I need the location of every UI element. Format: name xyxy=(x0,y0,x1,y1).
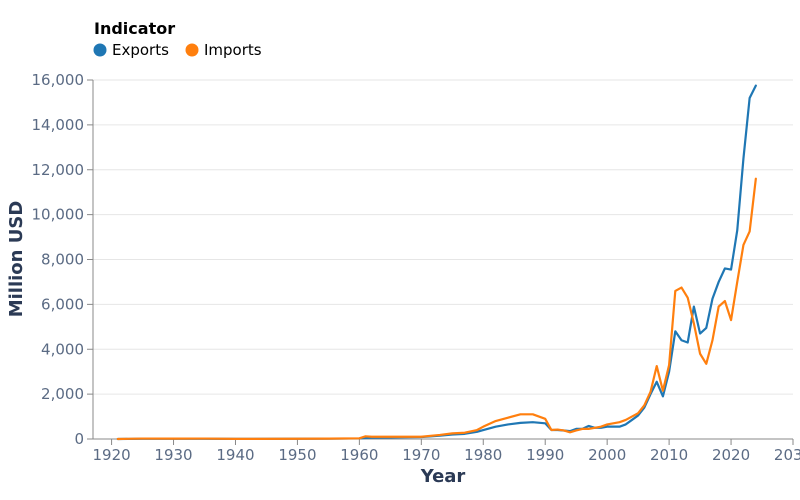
y-tick-label: 14,000 xyxy=(32,116,85,134)
x-tick-label: 1960 xyxy=(340,446,378,464)
series-lines xyxy=(116,84,757,441)
y-tick-label: 16,000 xyxy=(32,71,85,89)
x-axis-title: Year xyxy=(420,466,466,487)
x-tick-label: 1940 xyxy=(216,446,254,464)
legend: Indicator Exports Imports xyxy=(93,19,262,59)
x-tick-label: 1990 xyxy=(526,446,564,464)
legend-title: Indicator xyxy=(94,19,175,38)
gridlines xyxy=(93,79,793,395)
y-axis-title: Million USD xyxy=(6,201,27,318)
y-tick-label: 6,000 xyxy=(41,295,84,313)
x-tick-label: 1920 xyxy=(92,446,130,464)
y-tick-label: 8,000 xyxy=(41,251,84,269)
legend-item-exports[interactable]: Exports xyxy=(93,41,170,59)
x-tick-label: 2010 xyxy=(650,446,688,464)
legend-item-imports[interactable]: Imports xyxy=(185,41,262,59)
x-tick-label: 2020 xyxy=(712,446,750,464)
legend-swatch xyxy=(93,43,107,57)
y-tick-label: 4,000 xyxy=(41,340,84,358)
x-tick-label: 1930 xyxy=(154,446,192,464)
x-tick-label: 2030 xyxy=(774,446,800,464)
x-tick-label: 1970 xyxy=(402,446,440,464)
axes: 0 2,000 4,000 6,000 8,000 10,000 12,000 14,000 1… xyxy=(32,71,800,464)
legend-label: Exports xyxy=(112,41,169,59)
series-line-imports xyxy=(116,177,757,441)
x-tick-label: 1980 xyxy=(464,446,502,464)
x-tick-label: 1950 xyxy=(278,446,316,464)
y-tick-label: 0 xyxy=(74,430,84,448)
legend-swatch xyxy=(185,43,199,57)
series-line-exports xyxy=(116,84,757,441)
y-tick-label: 2,000 xyxy=(41,385,84,403)
legend-label: Imports xyxy=(204,41,262,59)
x-tick-label: 2000 xyxy=(588,446,626,464)
y-tick-label: 10,000 xyxy=(32,206,85,224)
y-tick-label: 12,000 xyxy=(32,161,85,179)
